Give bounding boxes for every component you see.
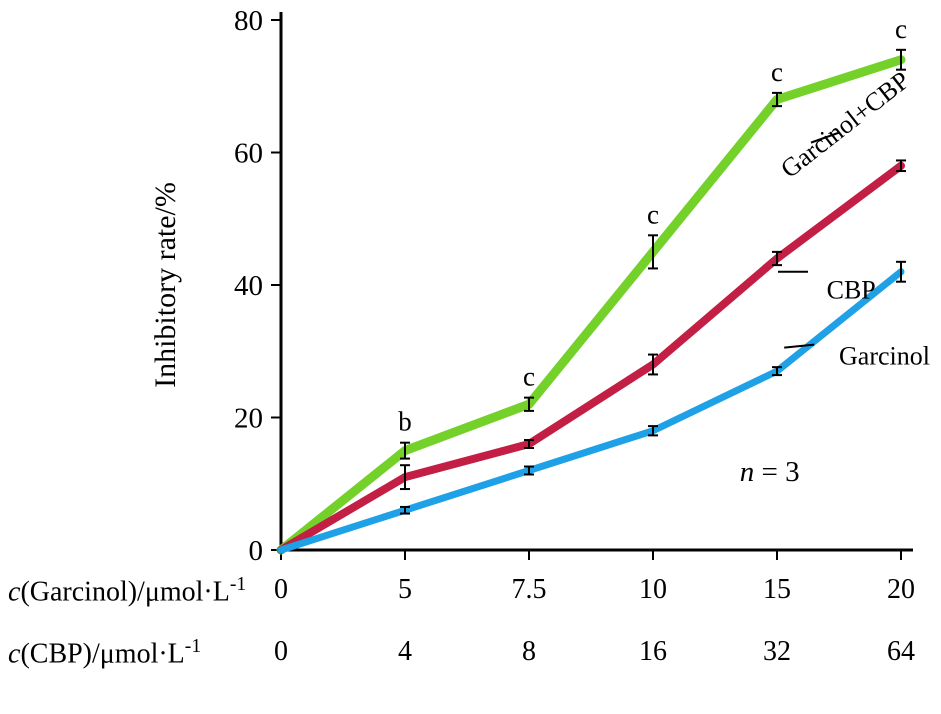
x-row2-italic: c xyxy=(8,638,20,669)
y-axis-label: Inhibitory rate/% xyxy=(149,182,183,388)
svg-text:64: 64 xyxy=(887,636,915,667)
x-row1-sup: -1 xyxy=(230,574,246,595)
svg-text:0: 0 xyxy=(274,636,288,667)
svg-text:c: c xyxy=(647,199,659,229)
svg-text:c: c xyxy=(523,362,535,392)
svg-text:10: 10 xyxy=(639,574,667,605)
svg-text:20: 20 xyxy=(234,403,263,435)
svg-text:80: 80 xyxy=(234,5,263,37)
svg-text:Garcinol: Garcinol xyxy=(839,342,930,371)
x-row1-italic: c xyxy=(8,576,20,607)
svg-text:5: 5 xyxy=(398,574,412,605)
svg-text:7.5: 7.5 xyxy=(512,574,547,605)
svg-text:4: 4 xyxy=(398,636,412,667)
x-row1-label: c(Garcinol)/μmol·L-1 xyxy=(8,574,246,608)
annotation-italic: n xyxy=(740,456,755,488)
svg-text:40: 40 xyxy=(234,270,263,302)
x-row1-rest: (Garcinol)/μmol·L xyxy=(20,576,229,607)
svg-text:0: 0 xyxy=(249,535,264,567)
svg-text:8: 8 xyxy=(522,636,536,667)
x-row2-label: c(CBP)/μmol·L-1 xyxy=(8,636,201,670)
svg-text:16: 16 xyxy=(639,636,667,667)
x-row2-rest: (CBP)/μmol·L xyxy=(20,638,184,669)
figure-root: 020406080bccccGarcinol+CBPCBPGarcinol005… xyxy=(0,0,941,714)
svg-text:32: 32 xyxy=(763,636,791,667)
y-axis-label-text: Inhibitory rate/% xyxy=(149,182,182,388)
annotation-rest: = 3 xyxy=(754,456,799,488)
svg-text:c: c xyxy=(895,14,907,44)
svg-text:60: 60 xyxy=(234,138,263,170)
svg-text:b: b xyxy=(398,407,412,437)
svg-text:c: c xyxy=(771,57,783,87)
svg-text:20: 20 xyxy=(887,574,915,605)
svg-text:15: 15 xyxy=(763,574,791,605)
x-row2-sup: -1 xyxy=(185,636,201,657)
annotation-n: n = 3 xyxy=(740,456,800,489)
svg-text:0: 0 xyxy=(274,574,288,605)
svg-text:CBP: CBP xyxy=(827,275,876,304)
